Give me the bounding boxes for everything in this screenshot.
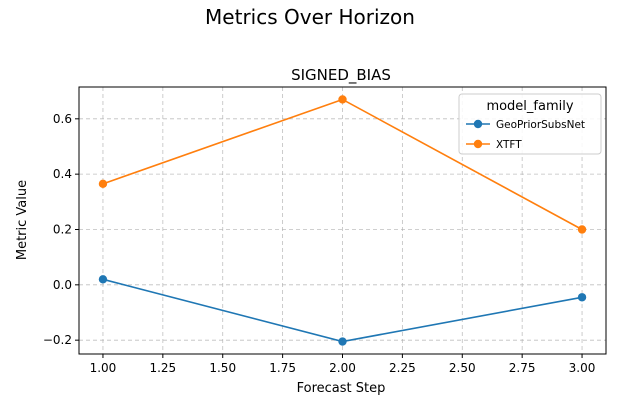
data-point bbox=[98, 275, 108, 284]
x-tick-label: 2.75 bbox=[509, 361, 536, 375]
y-tick-label: −0.2 bbox=[43, 333, 72, 347]
x-tick-label: 2.00 bbox=[329, 361, 356, 375]
data-point bbox=[577, 293, 587, 302]
legend: model_family GeoPriorSubsNet XTFT bbox=[458, 93, 602, 155]
figure-suptitle: Metrics Over Horizon bbox=[205, 5, 415, 29]
legend-swatch-marker bbox=[473, 119, 483, 129]
y-tick-label: 0.2 bbox=[53, 222, 72, 236]
y-tick-label: 0.0 bbox=[53, 278, 72, 292]
chart-title: SIGNED_BIAS bbox=[291, 66, 391, 85]
y-tick-label: 0.4 bbox=[53, 167, 72, 181]
x-tick-layer: 1.00 1.25 1.50 1.75 2.00 2.25 2.50 2.75 3.00 bbox=[90, 354, 596, 375]
legend-entry-label: GeoPriorSubsNet bbox=[496, 119, 585, 131]
x-tick-label: 1.75 bbox=[269, 361, 296, 375]
data-point bbox=[338, 95, 347, 104]
x-tick-label: 2.25 bbox=[389, 361, 416, 375]
legend-title: model_family bbox=[486, 99, 573, 114]
series-layer bbox=[98, 95, 587, 346]
x-axis-label: Forecast Step bbox=[297, 381, 386, 396]
legend-swatch-marker bbox=[473, 139, 483, 149]
y-axis-label: Metric Value bbox=[15, 180, 30, 260]
x-tick-label: 1.00 bbox=[90, 361, 117, 375]
y-tick-label: 0.6 bbox=[53, 112, 72, 126]
x-tick-label: 3.00 bbox=[569, 361, 596, 375]
x-tick-label: 1.25 bbox=[149, 361, 176, 375]
legend-box bbox=[458, 93, 602, 155]
x-tick-label: 2.50 bbox=[449, 361, 476, 375]
legend-entry-label: XTFT bbox=[496, 139, 522, 151]
y-tick-layer: −0.2 0.0 0.2 0.4 0.6 bbox=[43, 112, 79, 347]
data-point bbox=[577, 225, 587, 234]
legend-items: GeoPriorSubsNet XTFT bbox=[466, 119, 585, 151]
x-tick-label: 1.50 bbox=[209, 361, 236, 375]
data-point bbox=[98, 179, 108, 189]
data-point bbox=[338, 337, 347, 346]
